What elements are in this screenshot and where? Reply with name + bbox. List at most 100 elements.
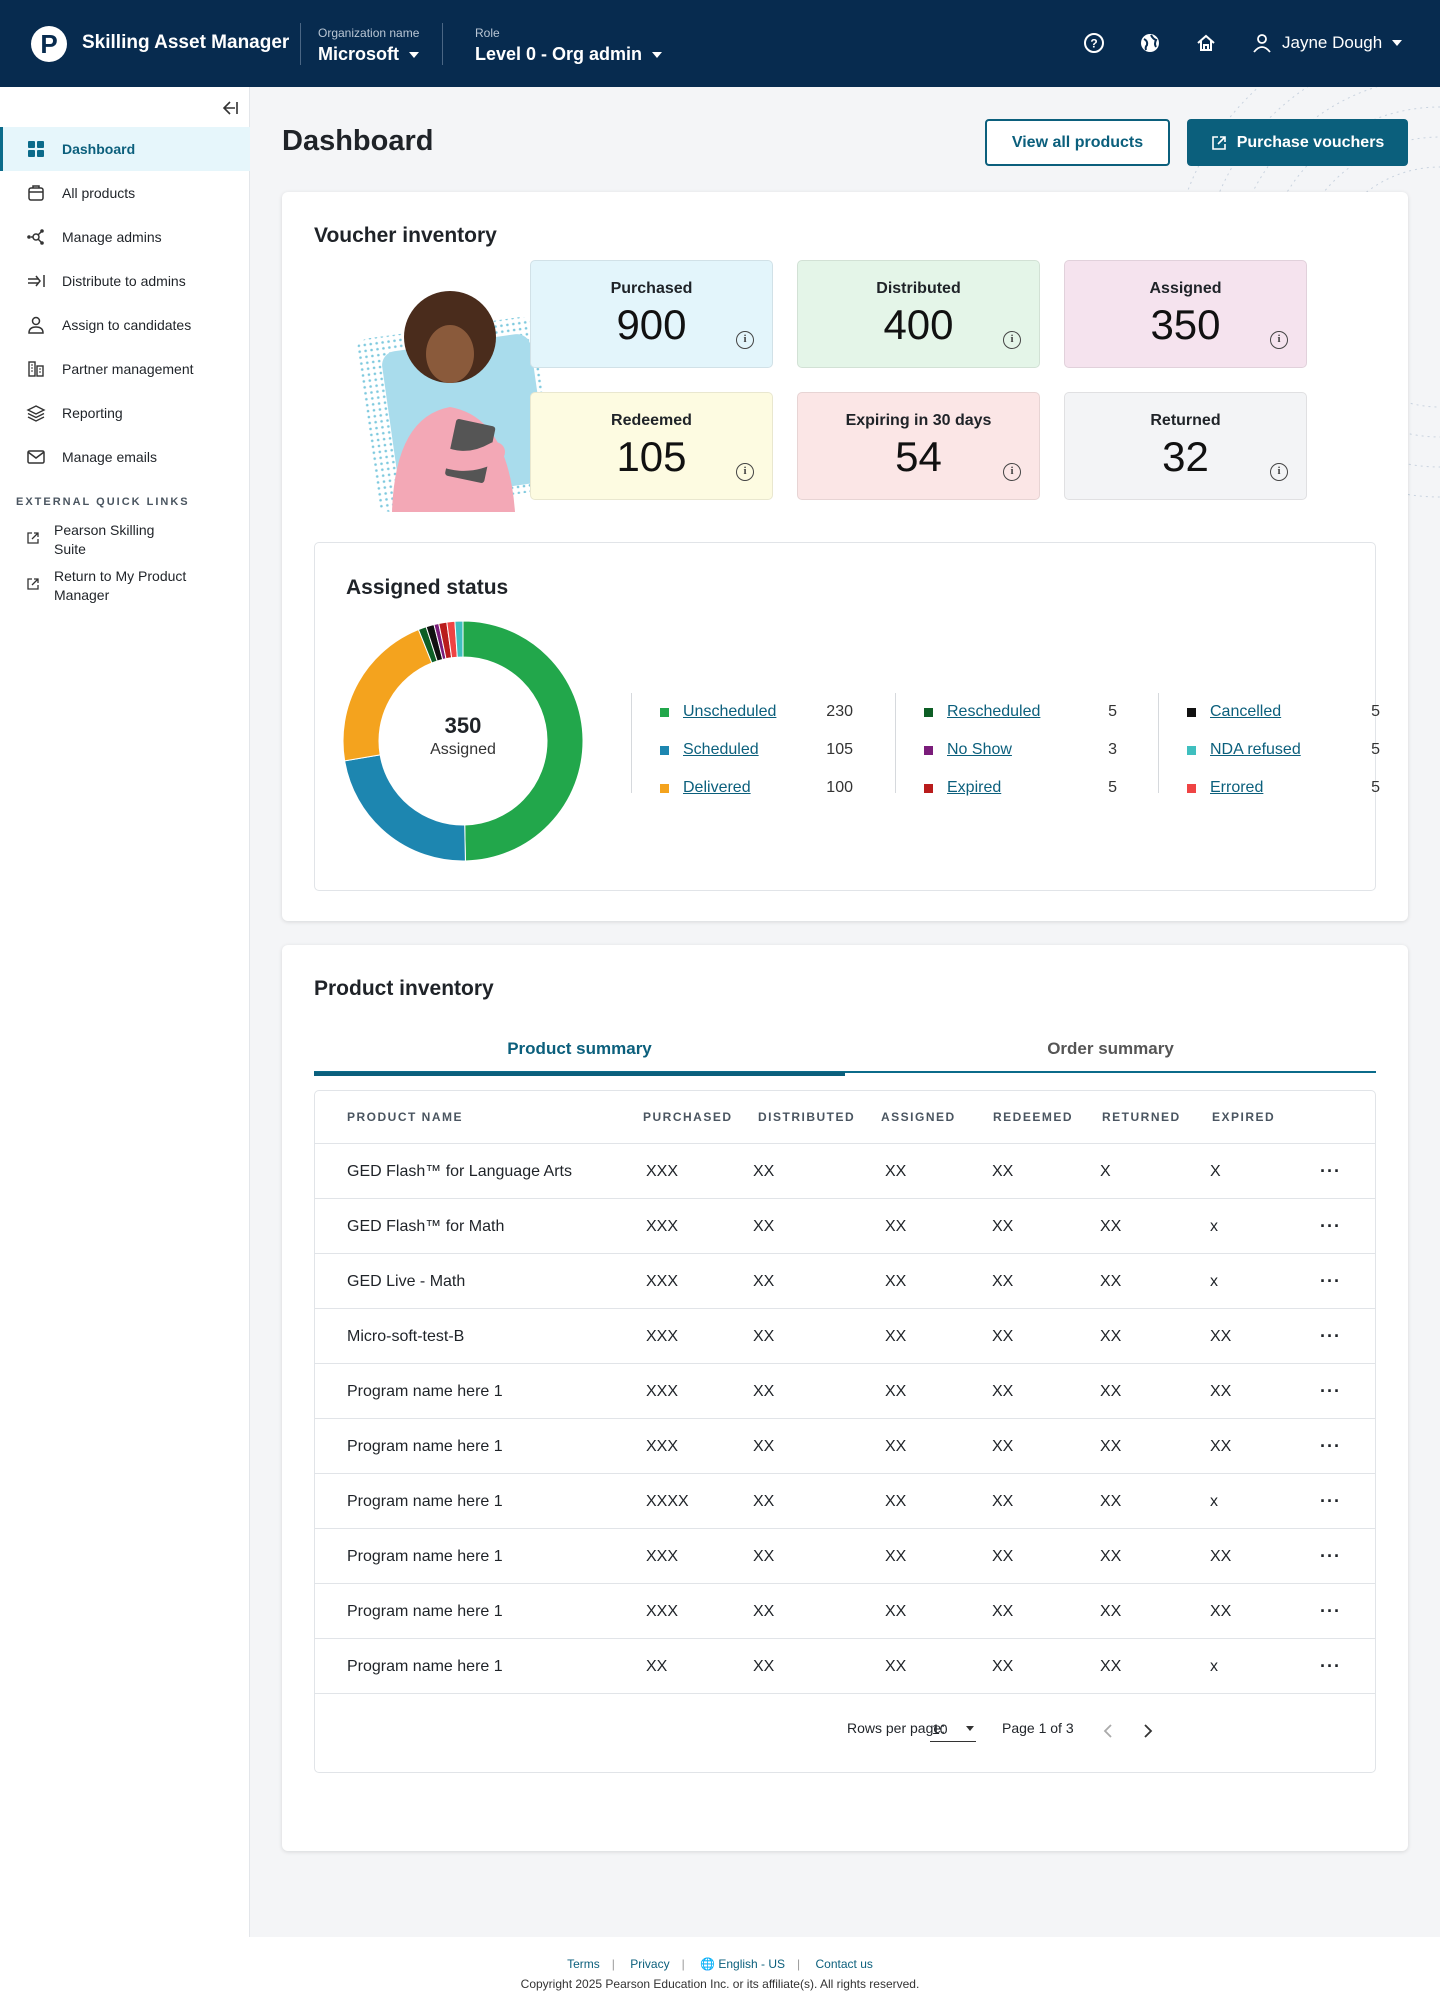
table-row: GED Live - Math XXX XX XX XX XX x ··· [315,1254,1375,1309]
user-menu[interactable]: Jayne Dough [1252,33,1403,53]
sidebar-item-label: Assign to candidates [62,317,192,333]
legend-value: 5 [1371,703,1380,720]
footer-contact-link[interactable]: Contact us [815,1957,873,1971]
sidebar-item-manage-emails[interactable]: Manage emails [0,435,250,479]
legend-link-expired[interactable]: Expired [947,779,1002,796]
table-cell: XX [753,1438,775,1455]
row-menu-icon[interactable]: ··· [1320,1271,1341,1291]
row-menu-icon[interactable]: ··· [1320,1656,1341,1676]
legend-link-errored[interactable]: Errored [1210,779,1264,796]
legend-link-unscheduled[interactable]: Unscheduled [683,703,777,720]
quick-link-pearson-skilling[interactable]: Pearson Skilling Suite [0,521,250,559]
info-icon[interactable]: i [1270,463,1288,481]
sidebar-item-all-products[interactable]: All products [0,171,250,215]
external-link-icon [27,532,39,544]
legend-item: Scheduled 105 [660,731,853,769]
table-cell: XX [1100,1658,1122,1675]
table-cell: XX [885,1548,907,1565]
assigned-donut-chart [343,621,583,861]
view-all-products-button[interactable]: View all products [985,119,1170,166]
tab-product-summary[interactable]: Product summary [314,1025,845,1076]
tile-label: Assigned [1149,280,1222,297]
info-icon[interactable]: i [736,463,754,481]
column-header-purchased: PURCHASED [643,1110,733,1124]
tile-redeemed: Redeemed 105 i [530,392,773,500]
legend-link-delivered[interactable]: Delivered [683,779,751,796]
sidebar-item-reporting[interactable]: Reporting [0,391,250,435]
donut-slice-scheduled[interactable] [344,754,466,861]
purchase-vouchers-button[interactable]: Purchase vouchers [1187,119,1408,166]
grid-icon [28,141,44,157]
org-label: Organization name [318,26,420,40]
table-cell: XXX [646,1548,679,1565]
row-menu-icon[interactable]: ··· [1320,1491,1341,1511]
table-cell: XX [992,1328,1014,1345]
legend-item: Delivered 100 [660,769,853,807]
quick-link-label: Pearson Skilling Suite [54,522,155,557]
table-cell: XX [753,1548,775,1565]
legend-link-scheduled[interactable]: Scheduled [683,741,759,758]
table-row: Program name here 1 XXX XX XX XX XX XX ··· [315,1364,1375,1419]
table-row: Program name here 1 XXX XX XX XX XX XX ··· [315,1529,1375,1584]
legend-swatch [660,783,669,793]
svg-text:?: ? [1090,37,1097,51]
table-cell: XX [753,1383,775,1400]
row-menu-icon[interactable]: ··· [1320,1546,1341,1566]
external-link-icon [27,578,39,590]
donut-slice-unscheduled[interactable] [462,621,583,861]
tile-label: Expiring in 30 days [845,412,992,429]
assigned-status-title: Assigned status [346,576,509,599]
sidebar-item-assign[interactable]: Assign to candidates [0,303,250,347]
pearson-logo[interactable]: P [31,26,67,62]
legend-column: Rescheduled 5 No Show 3 Expired 5 [895,693,1117,796]
legend-value: 100 [826,779,853,796]
table-cell: XX [992,1383,1014,1400]
info-icon[interactable]: i [1003,331,1021,349]
row-menu-icon[interactable]: ··· [1320,1216,1341,1236]
tile-value: 105 [616,433,687,480]
chevron-left-icon[interactable] [1102,1723,1114,1739]
product-table: PRODUCT NAME PURCHASED DISTRIBUTED ASSIGNED… [314,1090,1376,1773]
footer-language-link[interactable]: English - US [718,1957,786,1971]
row-menu-icon[interactable]: ··· [1320,1326,1341,1346]
row-menu-icon[interactable]: ··· [1320,1436,1341,1456]
caret-down-icon [966,1726,974,1731]
student-illustration [355,291,555,512]
legend-item: Errored 5 [1187,769,1380,807]
legend-link-rescheduled[interactable]: Rescheduled [947,703,1041,720]
table-cell: X [1100,1163,1111,1180]
row-menu-icon[interactable]: ··· [1320,1381,1341,1401]
layers-icon [26,405,46,422]
chevron-right-icon[interactable] [1142,1723,1154,1739]
donut-slice-nda-refused[interactable] [454,621,464,658]
legend-link-nda-refused[interactable]: NDA refused [1210,741,1301,758]
sidebar-item-manage-admins[interactable]: Manage admins [0,215,250,259]
home-icon[interactable] [1195,32,1217,54]
quick-link-product-manager[interactable]: Return to My Product Manager [0,567,250,605]
product-name-cell: GED Flash™ for Math [347,1218,505,1235]
sidebar-item-distribute[interactable]: Distribute to admins [0,259,250,303]
help-icon[interactable]: ? [1083,32,1105,54]
info-icon[interactable]: i [1270,331,1288,349]
rows-per-page-select[interactable]: 10 [930,1716,976,1742]
globe-icon[interactable] [1139,32,1161,54]
sidebar-item-partner[interactable]: Partner management [0,347,250,391]
row-menu-icon[interactable]: ··· [1320,1601,1341,1621]
product-name-cell: Program name here 1 [347,1383,503,1400]
row-menu-icon[interactable]: ··· [1320,1161,1341,1181]
legend-swatch [660,745,669,755]
sidebar-item-label: Distribute to admins [62,273,186,289]
legend-link-cancelled[interactable]: Cancelled [1210,703,1282,720]
footer-privacy-link[interactable]: Privacy [630,1957,670,1971]
legend-item: No Show 3 [924,731,1117,769]
role-selector[interactable]: Role Level 0 - Org admin [475,26,663,65]
legend-link-no-show[interactable]: No Show [947,741,1012,758]
legend-item: NDA refused 5 [1187,731,1380,769]
tab-order-summary[interactable]: Order summary [1047,1039,1174,1058]
info-icon[interactable]: i [736,331,754,349]
org-selector[interactable]: Organization name Microsoft [318,26,419,65]
sidebar-item-dashboard[interactable]: Dashboard [0,127,250,171]
footer-terms-link[interactable]: Terms [567,1957,600,1971]
info-icon[interactable]: i [1003,463,1021,481]
collapse-sidebar-icon[interactable] [218,97,240,119]
